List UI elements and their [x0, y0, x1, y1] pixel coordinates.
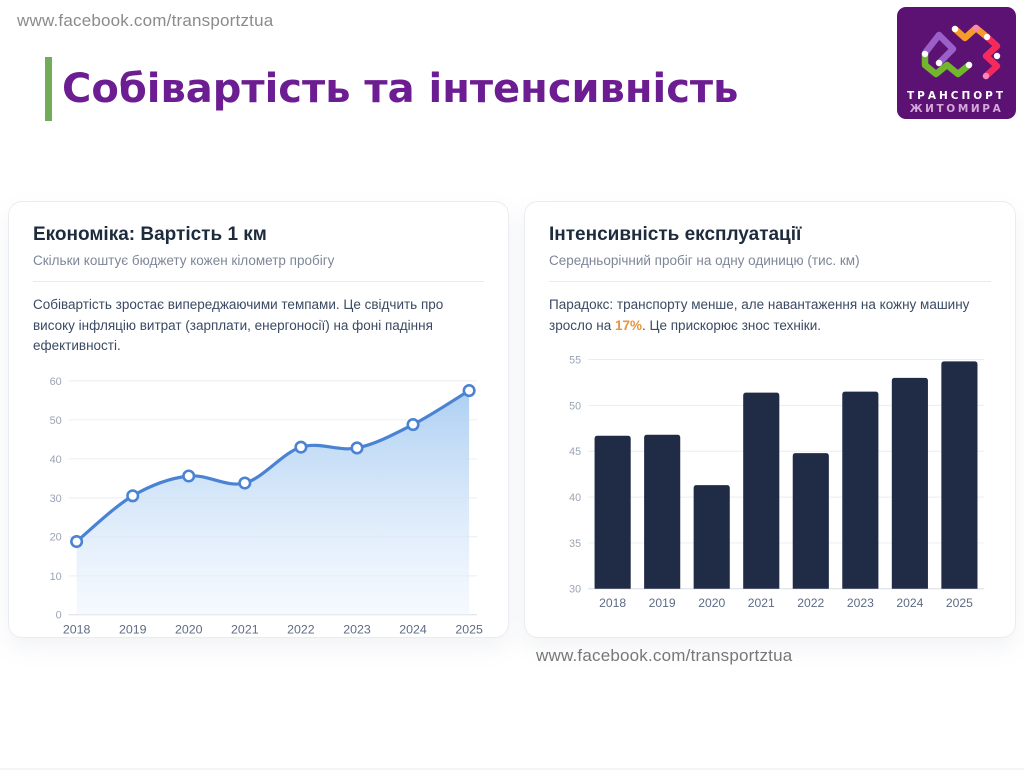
svg-text:2022: 2022	[287, 622, 315, 636]
line-chart-cost-per-km: 0 10 20 30 40 50 60 2018 2019 2020 2021 2022 2023 202…	[50, 375, 483, 636]
card-economics-title: Економіка: Вартість 1 км	[33, 224, 267, 245]
page-title: Собівартість та інтенсивність	[62, 66, 739, 112]
logo-zigzag-green-icon	[921, 50, 973, 78]
card-economics-description: Собівартість зростає випереджаючими темп…	[33, 297, 444, 354]
card-intensity-title: Інтенсивність експлуатації	[549, 224, 802, 245]
card-divider	[549, 281, 991, 282]
logo-zigzag-orange-icon	[951, 24, 991, 42]
svg-text:2025: 2025	[455, 622, 483, 636]
logo-zigzag-red-icon	[982, 33, 1001, 80]
svg-text:2019: 2019	[119, 622, 147, 636]
svg-text:40: 40	[569, 492, 581, 504]
description-text: . Це прискорює знос техніки.	[642, 317, 821, 333]
svg-text:2023: 2023	[847, 596, 874, 610]
svg-text:2023: 2023	[343, 622, 371, 636]
card-intensity-description: Парадокс: транспорту менше, але навантаж…	[549, 295, 991, 336]
facebook-url-bottom: www.facebook.com/transportztua	[536, 646, 793, 665]
logo-zigzag-violet-icon	[921, 31, 957, 67]
svg-text:2018: 2018	[63, 622, 91, 636]
svg-text:2019: 2019	[649, 596, 676, 610]
svg-text:40: 40	[50, 453, 62, 465]
transport-zhytomyra-logo: ТРАНСПОРТ ЖИТОМИРА	[897, 7, 1016, 119]
card-economics: Економіка: Вартість 1 км Скільки коштує …	[8, 201, 509, 638]
svg-text:50: 50	[50, 414, 62, 426]
svg-text:55: 55	[569, 354, 581, 366]
card-intensity: Інтенсивність експлуатації Середньорічни…	[524, 201, 1016, 638]
logo-text-line2: ЖИТОМИРА	[910, 103, 1004, 115]
svg-text:2022: 2022	[797, 596, 824, 610]
svg-text:2024: 2024	[896, 596, 923, 610]
svg-text:2020: 2020	[175, 622, 203, 636]
svg-text:50: 50	[569, 400, 581, 412]
svg-text:35: 35	[569, 538, 581, 550]
bar-chart-mileage: 30 35 40 45 50 55 2018 2019 2020 2021 2022 2023 2024…	[569, 354, 985, 610]
svg-text:20: 20	[50, 531, 62, 543]
logo-node-dots	[921, 24, 1001, 80]
svg-text:2024: 2024	[399, 622, 427, 636]
svg-text:30: 30	[569, 584, 581, 596]
svg-text:0: 0	[56, 609, 62, 621]
card-economics-subtitle: Скільки коштує бюджету кожен кілометр пр…	[33, 253, 335, 268]
card-intensity-subtitle: Середньорічний пробіг на одну одиницю (т…	[549, 253, 860, 268]
logo-text-line1: ТРАНСПОРТ	[907, 90, 1006, 102]
svg-text:10: 10	[50, 570, 62, 582]
card-divider	[33, 281, 484, 282]
svg-text:2021: 2021	[231, 622, 259, 636]
title-accent-bar	[45, 57, 52, 121]
svg-text:2025: 2025	[946, 596, 973, 610]
description-text: Парадокс: транспорту менше, але навантаж…	[549, 297, 970, 333]
svg-text:2021: 2021	[748, 596, 775, 610]
slide-title-block: Собівартість та інтенсивність	[45, 57, 738, 121]
highlight-percentage: 17%	[614, 317, 642, 333]
svg-text:2018: 2018	[599, 596, 626, 610]
svg-text:30: 30	[50, 492, 62, 504]
svg-text:2020: 2020	[698, 596, 725, 610]
svg-text:45: 45	[569, 446, 581, 458]
facebook-url-top: www.facebook.com/transportztua	[17, 11, 274, 30]
svg-text:60: 60	[50, 375, 62, 387]
logo-icon: ТРАНСПОРТ ЖИТОМИРА	[897, 7, 1016, 119]
